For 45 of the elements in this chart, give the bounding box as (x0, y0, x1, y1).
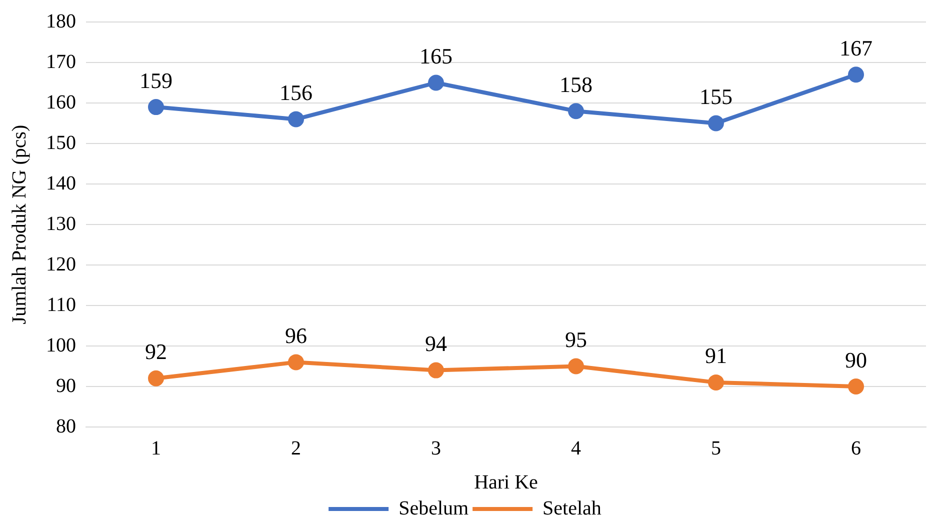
y-tick-label: 130 (46, 212, 76, 235)
point (708, 115, 724, 132)
point (848, 378, 864, 394)
data-label: 92 (145, 339, 167, 364)
y-tick-label: 150 (46, 132, 76, 154)
legend-label: Setelah (542, 497, 602, 520)
point (568, 358, 584, 374)
data-label: 167 (840, 35, 872, 60)
x-tick-label: 5 (711, 437, 721, 460)
x-tick-label: 6 (851, 437, 861, 460)
data-label: 159 (140, 68, 172, 93)
data-label: 96 (285, 322, 307, 348)
point (708, 374, 724, 390)
point (428, 74, 444, 91)
data-label: 165 (420, 44, 452, 69)
point (288, 354, 304, 370)
y-tick-label: 120 (46, 253, 76, 276)
point (568, 103, 584, 120)
data-label: 95 (565, 327, 587, 352)
point (288, 111, 304, 128)
y-tick-label: 100 (46, 334, 76, 356)
y-tick-label: 170 (46, 50, 76, 73)
x-tick-label: 3 (431, 437, 441, 460)
x-axis-title: Hari Ke (474, 471, 538, 494)
y-tick-label: 160 (46, 91, 76, 114)
y-axis-title: Jumlah Produk NG (pcs) (8, 124, 30, 324)
legend-label: Sebelum (398, 497, 470, 520)
y-tick-label: 90 (56, 374, 76, 397)
y-tick-label: 110 (46, 294, 76, 316)
data-label: 155 (700, 84, 732, 110)
point (148, 370, 164, 386)
y-tick-label: 180 (46, 10, 76, 32)
data-label: 91 (705, 343, 727, 368)
x-tick-label: 4 (571, 437, 581, 460)
y-tick-label: 140 (46, 172, 76, 194)
point (148, 99, 164, 116)
x-tick-label: 1 (151, 437, 161, 460)
y-tick-label: 80 (56, 415, 76, 438)
data-label: 156 (280, 80, 312, 105)
data-label: 158 (560, 72, 592, 97)
point (428, 362, 444, 378)
point (848, 66, 864, 83)
data-label: 94 (425, 331, 447, 356)
x-tick-label: 2 (291, 437, 301, 460)
data-label: 90 (845, 347, 867, 372)
